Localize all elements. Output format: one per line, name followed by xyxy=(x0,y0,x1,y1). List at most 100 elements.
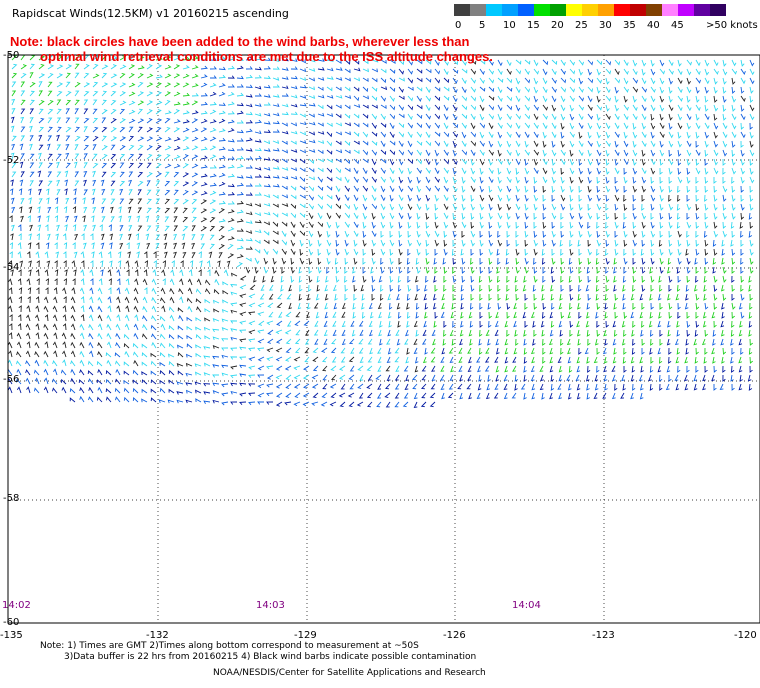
wind-barb xyxy=(290,185,297,191)
wind-barb xyxy=(371,257,376,265)
wind-barb xyxy=(515,293,519,301)
wind-barb xyxy=(423,293,428,301)
wind-barb xyxy=(749,167,754,175)
wind-barb xyxy=(164,198,171,205)
wind-barb xyxy=(239,275,247,281)
wind-barb xyxy=(182,190,189,196)
wind-barb xyxy=(641,167,647,175)
wind-barb xyxy=(425,158,431,166)
wind-barb xyxy=(413,347,418,354)
wind-barb xyxy=(668,149,672,157)
wind-barb xyxy=(38,63,45,70)
wind-barb xyxy=(254,56,262,61)
wind-barb xyxy=(506,284,510,292)
wind-barb xyxy=(11,206,16,214)
wind-barb xyxy=(146,118,153,124)
wind-barb xyxy=(80,251,85,259)
wind-barb xyxy=(362,221,367,229)
wind-barb xyxy=(79,350,85,358)
wind-barb xyxy=(542,167,548,175)
wind-barb xyxy=(632,176,637,184)
wind-barb xyxy=(227,236,235,241)
wind-barb xyxy=(621,374,625,382)
wind-barb xyxy=(92,170,96,178)
wind-barb xyxy=(100,233,105,241)
wind-barb xyxy=(623,347,627,355)
wind-barb xyxy=(605,68,612,75)
wind-barb xyxy=(64,224,68,232)
wind-barb xyxy=(722,185,728,193)
wind-barb xyxy=(47,206,52,214)
wind-barb xyxy=(596,239,602,247)
wind-barb xyxy=(695,212,700,220)
wind-barb xyxy=(560,140,565,148)
wind-barb xyxy=(524,185,529,193)
wind-barb xyxy=(371,293,375,301)
wind-barb xyxy=(668,77,673,85)
wind-barb xyxy=(721,356,725,364)
wind-barb xyxy=(685,284,690,292)
wind-barb xyxy=(101,162,108,169)
wind-barb xyxy=(227,101,235,106)
wind-barb xyxy=(596,266,600,274)
wind-barb xyxy=(380,86,388,91)
wind-barb xyxy=(659,86,665,94)
wind-barb xyxy=(7,386,13,394)
wind-barb xyxy=(604,338,608,346)
wind-barb xyxy=(515,113,521,120)
wind-barb xyxy=(230,356,238,360)
legend-labels: 0 5 10 15 20 25 30 35 40 45 >50 knots xyxy=(454,20,760,34)
wind-barb xyxy=(371,203,378,210)
wind-barb xyxy=(551,122,557,130)
wind-barb xyxy=(434,113,441,120)
wind-barb xyxy=(389,113,396,120)
wind-barb xyxy=(285,338,292,345)
wind-barb xyxy=(88,332,94,340)
wind-barb xyxy=(191,207,197,214)
wind-barb xyxy=(587,86,594,93)
wind-barb xyxy=(37,215,41,223)
wind-barb xyxy=(128,179,133,187)
wind-barb xyxy=(44,314,49,322)
wind-barb xyxy=(542,230,547,238)
lon-label-120: -120 xyxy=(734,630,757,641)
wind-barb xyxy=(245,202,253,207)
wind-barb xyxy=(416,284,420,292)
wind-barb xyxy=(641,131,647,139)
wind-barb xyxy=(704,167,709,175)
wind-barb xyxy=(290,94,298,99)
wind-barb xyxy=(272,112,280,117)
wind-barb xyxy=(290,175,298,180)
wind-barb xyxy=(34,341,40,349)
wind-barb xyxy=(182,225,189,232)
wind-barb xyxy=(677,257,682,265)
wind-barb xyxy=(218,66,226,71)
wind-barb xyxy=(371,113,377,120)
wind-barb xyxy=(245,211,253,216)
wind-barb xyxy=(317,86,324,91)
wind-barb xyxy=(146,55,154,61)
wind-barb xyxy=(47,90,53,97)
wind-barb xyxy=(44,269,49,277)
time-label-1402: 14:02 xyxy=(2,600,31,611)
wind-barb xyxy=(117,251,122,259)
wind-barb xyxy=(164,207,171,214)
wind-barb xyxy=(387,347,392,355)
wind-barb xyxy=(749,257,754,265)
wind-barb xyxy=(470,104,477,111)
wind-barb xyxy=(587,113,593,120)
wind-barb xyxy=(496,248,500,256)
wind-barb xyxy=(533,212,537,220)
wind-barb xyxy=(299,185,306,191)
wind-barb xyxy=(368,320,373,327)
wind-barb xyxy=(659,113,664,121)
wind-barb xyxy=(749,95,754,103)
wind-barb xyxy=(299,59,306,64)
wind-barb xyxy=(569,248,574,256)
wind-barb xyxy=(371,149,377,156)
wind-barb xyxy=(119,100,127,106)
wind-barb xyxy=(212,328,220,333)
wind-barb xyxy=(434,221,439,229)
wind-barb xyxy=(740,149,745,157)
wind-barb xyxy=(738,356,743,364)
